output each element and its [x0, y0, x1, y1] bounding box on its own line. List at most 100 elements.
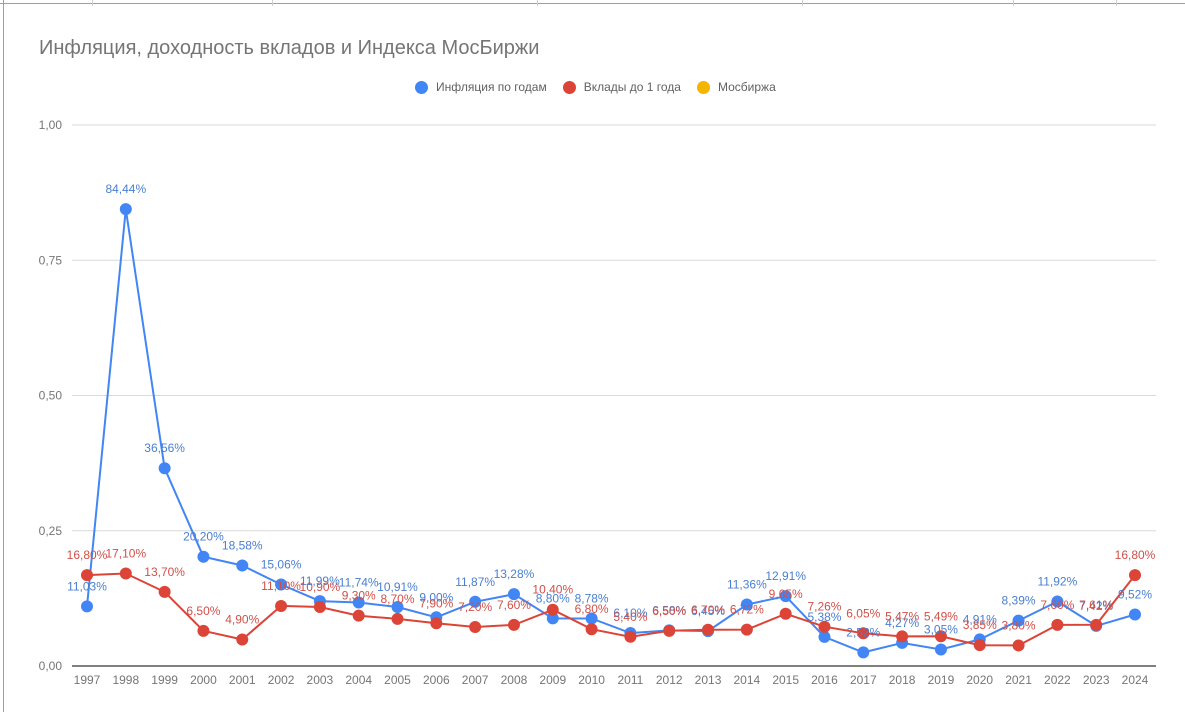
data-label-0: 9,52% [1118, 587, 1152, 601]
data-point-1 [1090, 618, 1103, 631]
data-label-1: 13,70% [144, 565, 185, 579]
y-tick-label: 0,50 [39, 389, 63, 403]
data-point-1 [1012, 639, 1025, 652]
data-point-0 [740, 598, 753, 611]
data-point-1 [197, 624, 210, 637]
data-point-0 [585, 612, 598, 625]
data-label-0: 4,27% [885, 616, 919, 630]
data-point-1 [1051, 618, 1064, 631]
x-tick-label: 2008 [501, 673, 528, 687]
y-tick-label: 1,00 [39, 118, 63, 132]
data-label-0: 36,56% [144, 441, 185, 455]
data-label-1: 7,90% [419, 596, 453, 610]
data-point-1 [546, 603, 559, 616]
data-point-1 [896, 630, 909, 643]
data-point-1 [779, 607, 792, 620]
data-point-1 [313, 601, 326, 614]
data-point-1 [81, 569, 93, 582]
data-point-0 [391, 600, 404, 613]
legend-item-moex[interactable]: Мосбиржа [696, 80, 776, 94]
data-point-1 [352, 609, 365, 622]
data-label-0: 8,80% [536, 591, 570, 605]
data-point-1 [236, 633, 249, 646]
data-label-0: 6,58% [652, 603, 686, 617]
x-tick-label: 2017 [850, 673, 877, 687]
data-point-1 [430, 617, 443, 630]
x-tick-label: 2005 [384, 673, 411, 687]
y-axis-ticks: 0,00 0,25 0,50 0,75 1,00 [39, 118, 63, 673]
gridlines [72, 124, 1156, 667]
data-point-0 [81, 600, 93, 613]
x-tick-label: 2004 [345, 673, 372, 687]
data-label-1: 5,49% [924, 609, 958, 623]
x-tick-label: 1999 [151, 673, 178, 687]
data-label-1: 6,72% [730, 603, 764, 617]
legend-item-inflation[interactable]: Инфляция по годам [415, 80, 547, 94]
data-label-1: 5,40% [613, 610, 647, 624]
data-point-1 [119, 567, 132, 580]
data-point-1 [934, 630, 947, 643]
data-label-1: 10,40% [532, 583, 573, 597]
data-label-1: 4,90% [225, 612, 259, 626]
data-point-0 [352, 596, 365, 609]
data-point-0 [469, 595, 482, 608]
legend-label-deposits: Вклады до 1 года [583, 80, 681, 94]
series-lines [86, 209, 1136, 654]
data-label-0: 2,52% [846, 625, 880, 639]
data-point-0 [236, 559, 249, 572]
data-label-0: 7,42% [1079, 599, 1113, 613]
column-divider [272, 0, 273, 6]
data-label-1: 6,50% [652, 604, 686, 618]
x-tick-label: 2018 [889, 673, 916, 687]
data-label-0: 15,06% [261, 558, 302, 572]
column-divider [537, 0, 538, 6]
data-label-1: 6,50% [186, 604, 220, 618]
x-tick-label: 2020 [966, 673, 993, 687]
data-label-1: 9,30% [342, 589, 376, 603]
x-tick-label: 2001 [229, 673, 256, 687]
data-point-0 [934, 643, 947, 656]
column-divider [92, 0, 93, 6]
data-point-1 [663, 624, 676, 637]
series-line-0 [86, 209, 1136, 654]
data-point-0 [857, 646, 870, 659]
data-label-0: 11,99% [300, 574, 340, 588]
x-tick-label: 1997 [74, 673, 101, 687]
data-label-1: 7,60% [1040, 598, 1074, 612]
data-point-1 [1129, 569, 1141, 582]
data-point-0 [1051, 595, 1064, 608]
chart-title: Инфляция, доходность вкладов и Индекса М… [39, 37, 540, 59]
data-label-0: 6,45% [691, 604, 725, 618]
legend-marker-moex-icon [696, 80, 710, 94]
column-divider [1116, 0, 1117, 6]
data-label-0: 84,44% [105, 182, 146, 196]
data-point-1 [702, 623, 715, 636]
y-tick-label: 0,25 [39, 524, 63, 538]
x-tick-label: 2013 [695, 673, 722, 687]
legend-item-deposits[interactable]: Вклады до 1 года [562, 80, 681, 94]
data-point-1 [857, 627, 870, 640]
data-point-0 [546, 612, 559, 625]
data-label-0: 8,78% [575, 592, 609, 606]
data-label-1: 6,80% [575, 602, 609, 616]
x-tick-label: 2011 [618, 673, 644, 687]
data-point-0 [158, 462, 171, 475]
legend-marker-inflation-icon [415, 80, 428, 94]
data-point-1 [624, 630, 637, 643]
y-tick-label: 0,75 [39, 253, 63, 267]
x-axis-ticks: 1997 1998 1999 2000 2001 2002 2003 2004 2005 2006… [74, 673, 1149, 687]
data-point-0 [119, 203, 132, 216]
data-label-0: 11,74% [339, 575, 379, 589]
x-tick-label: 2003 [307, 673, 334, 687]
data-point-0 [197, 550, 210, 563]
x-tick-label: 2014 [734, 673, 761, 687]
legend-label-inflation: Инфляция по годам [436, 80, 547, 94]
x-tick-label: 2007 [462, 673, 489, 687]
legend-marker-deposits-icon [562, 80, 576, 94]
x-tick-label: 2012 [656, 673, 683, 687]
data-label-0: 4,91% [963, 612, 997, 626]
data-label-1: 6,70% [691, 603, 725, 617]
data-label-1: 6,05% [846, 606, 880, 620]
data-labels: 11,03% 84,44% 36,56% 20,20%18,58% 15,06% 11,9… [67, 182, 1156, 639]
